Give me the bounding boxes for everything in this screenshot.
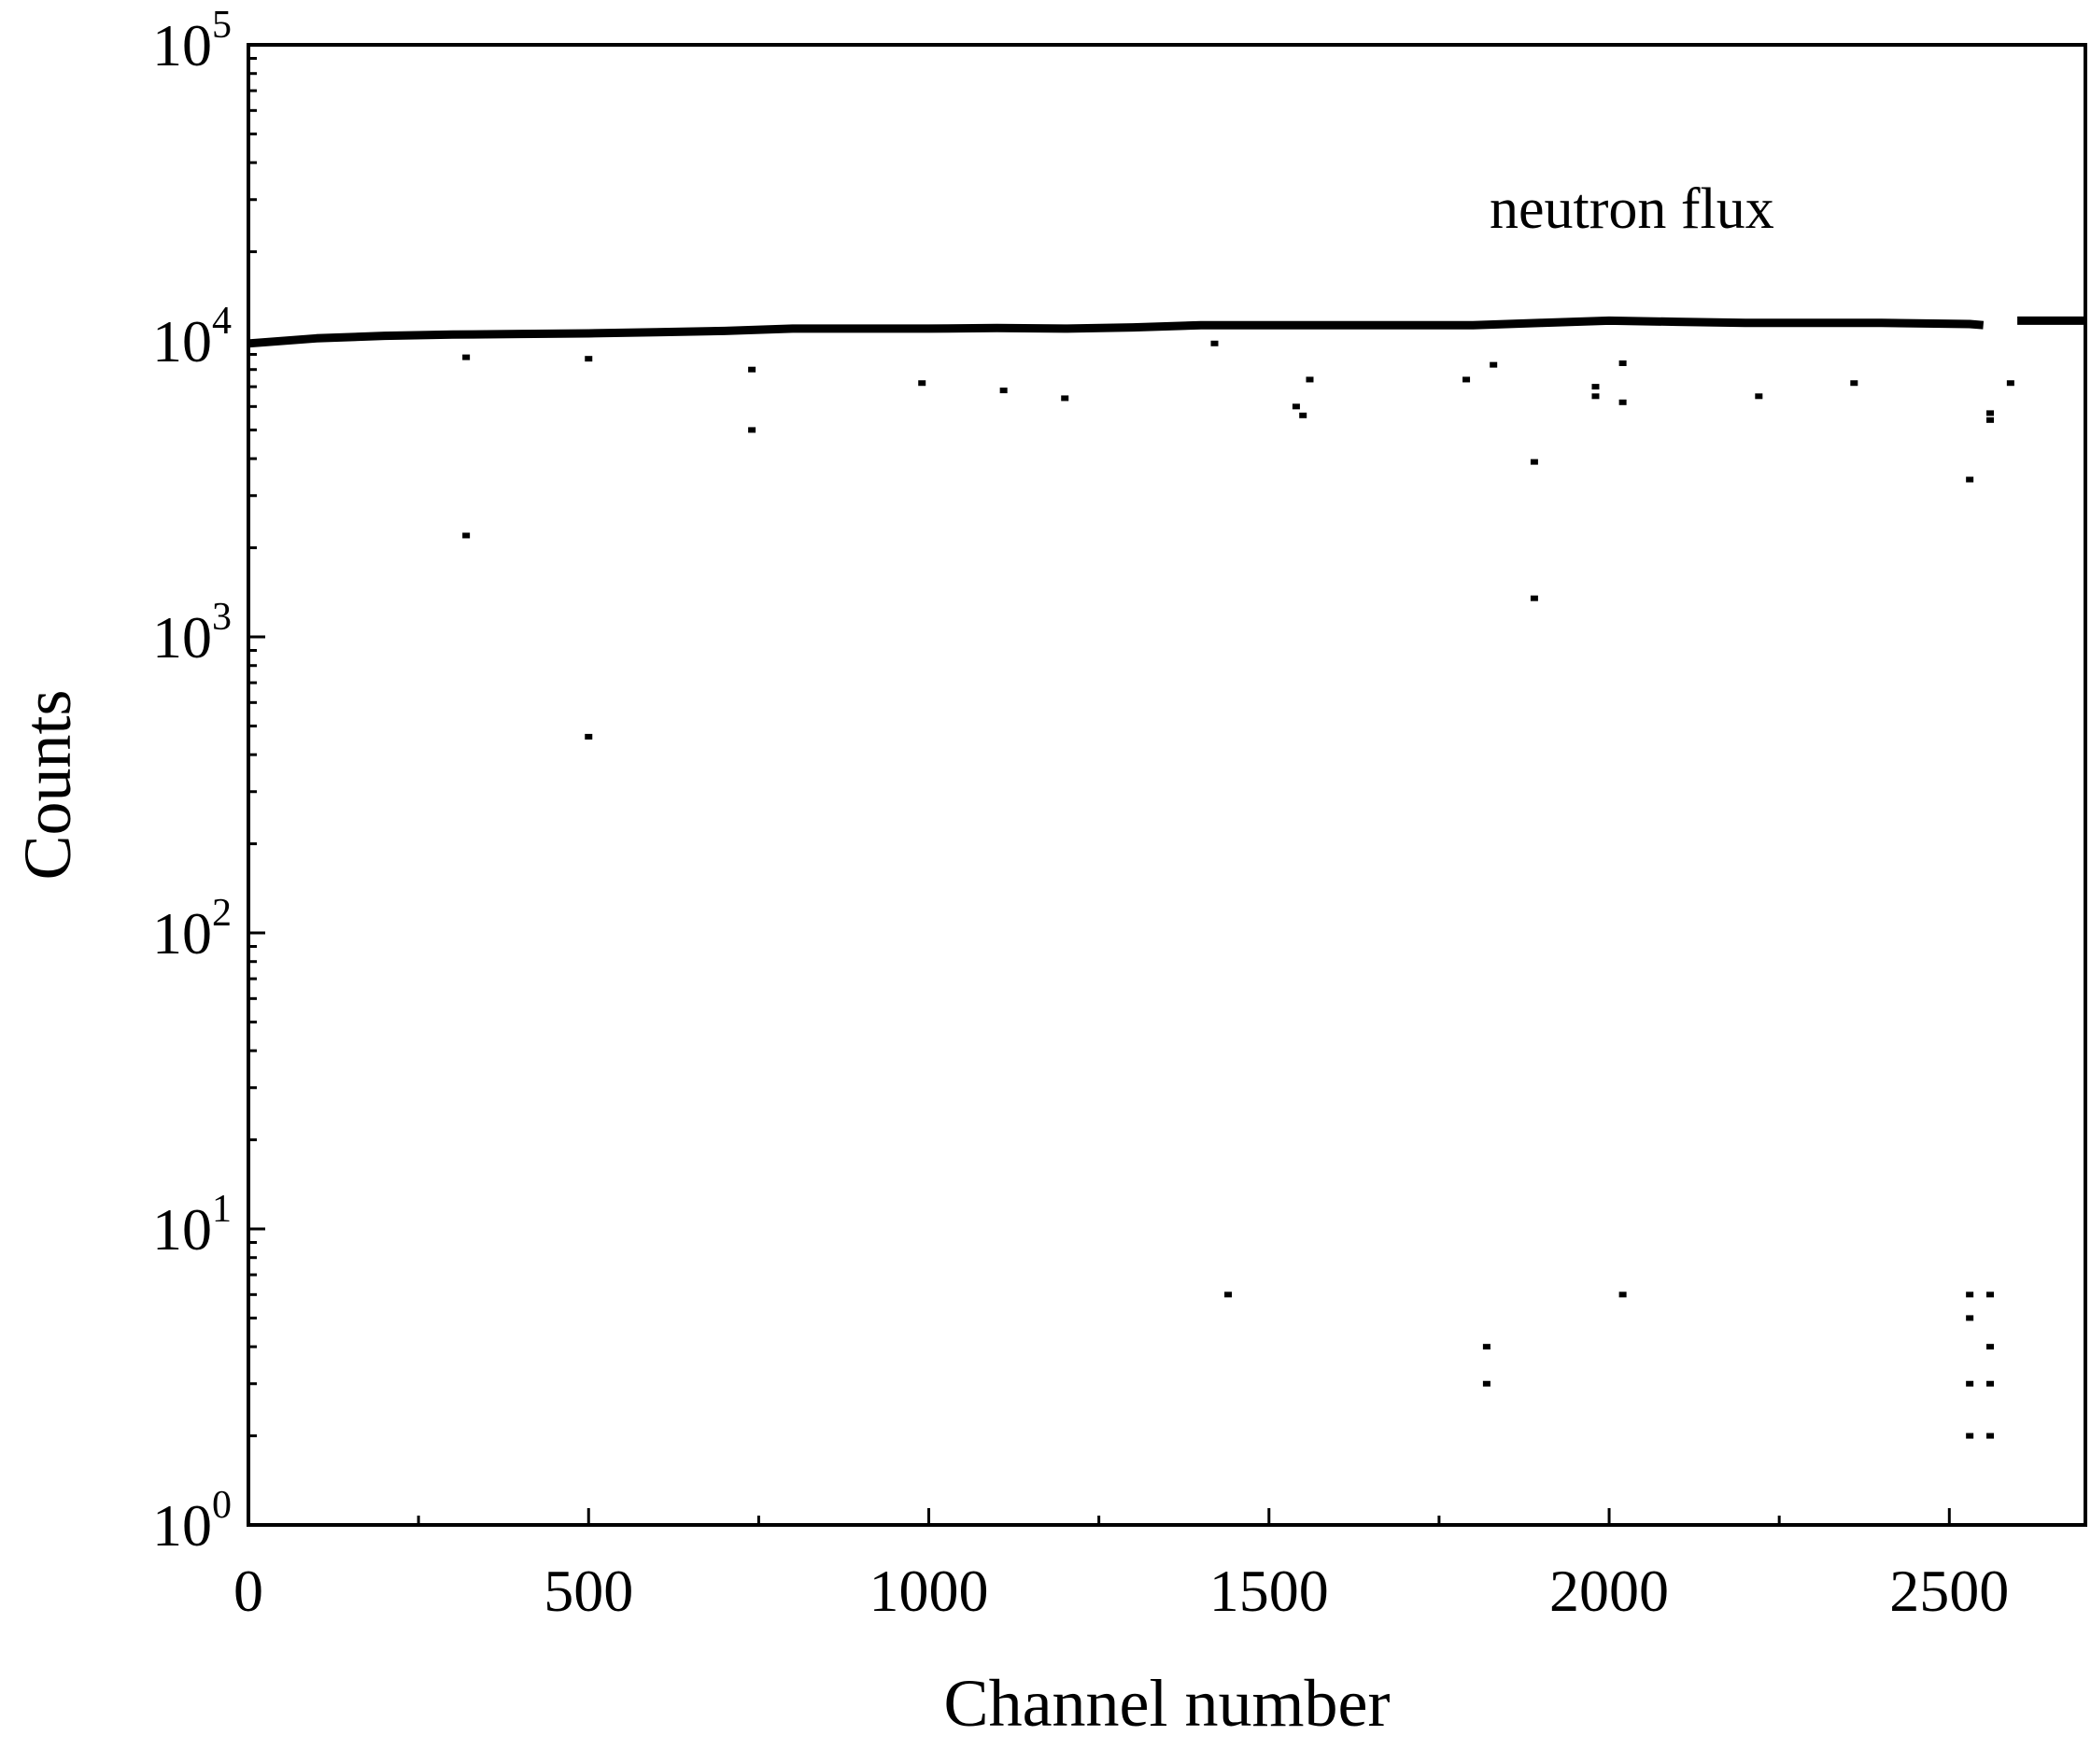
data-point	[748, 427, 756, 432]
data-point	[1483, 1344, 1491, 1349]
labels-layer: Channel number Counts neutron flux	[10, 177, 1774, 1741]
data-point	[1966, 477, 1973, 483]
data-point	[1966, 1291, 1973, 1297]
data-point	[1483, 1381, 1491, 1387]
data-point	[1966, 1381, 1973, 1387]
y-tick-label: 101	[152, 1188, 232, 1263]
data-point	[1591, 393, 1599, 399]
data-point	[1061, 395, 1068, 401]
data-point	[2007, 380, 2014, 386]
data-point	[1619, 400, 1627, 405]
data-band	[248, 320, 1984, 343]
x-tick-label: 2000	[1549, 1558, 1669, 1624]
y-tick-label: 100	[152, 1484, 232, 1559]
data-point	[1210, 341, 1218, 346]
data-point	[1966, 1433, 1973, 1439]
data-point	[1591, 384, 1599, 389]
ticks-layer: 0 500 1000 1500 2000 2500 100 101 102 103 104 105	[152, 4, 2009, 1624]
data-point	[1462, 376, 1470, 382]
data-point	[1966, 1315, 1973, 1320]
data-point	[1490, 362, 1497, 368]
y-tick-label: 105	[152, 4, 232, 78]
x-tick-label: 500	[544, 1558, 633, 1624]
x-axis-label: Channel number	[944, 1666, 1391, 1741]
data-point	[1755, 393, 1762, 399]
data-point	[1986, 1433, 1994, 1439]
plot-frame	[248, 45, 2085, 1525]
data-point	[1299, 413, 1307, 418]
series-layer	[248, 320, 2085, 1438]
data-point	[748, 367, 756, 373]
data-point	[1293, 403, 1300, 409]
data-point	[1000, 388, 1008, 393]
data-point	[1531, 596, 1538, 601]
data-point	[1224, 1291, 1232, 1297]
x-tick-label: 1500	[1209, 1558, 1329, 1624]
data-point	[1986, 410, 1994, 416]
x-tick-label: 2500	[1889, 1558, 2009, 1624]
annotation-neutron-flux: neutron flux	[1490, 177, 1774, 241]
x-tick-label: 0	[233, 1558, 263, 1624]
y-tick-label: 102	[152, 892, 232, 967]
y-tick-label: 103	[152, 596, 232, 670]
data-point	[1986, 1291, 1994, 1297]
data-point	[1531, 459, 1538, 465]
y-tick-label: 104	[152, 300, 232, 374]
data-point	[1619, 360, 1627, 366]
data-point	[1986, 1381, 1994, 1387]
data-point	[1850, 380, 1858, 386]
data-point	[918, 380, 925, 386]
data-point	[462, 532, 470, 538]
x-tick-label: 1000	[869, 1558, 989, 1624]
data-point	[585, 356, 592, 361]
data-point	[1619, 1291, 1627, 1297]
data-point	[585, 734, 592, 740]
y-axis-label: Counts	[10, 689, 85, 880]
data-point	[1306, 376, 1313, 382]
data-point	[1986, 417, 1994, 423]
data-point	[1986, 1344, 1994, 1349]
data-point	[462, 355, 470, 360]
